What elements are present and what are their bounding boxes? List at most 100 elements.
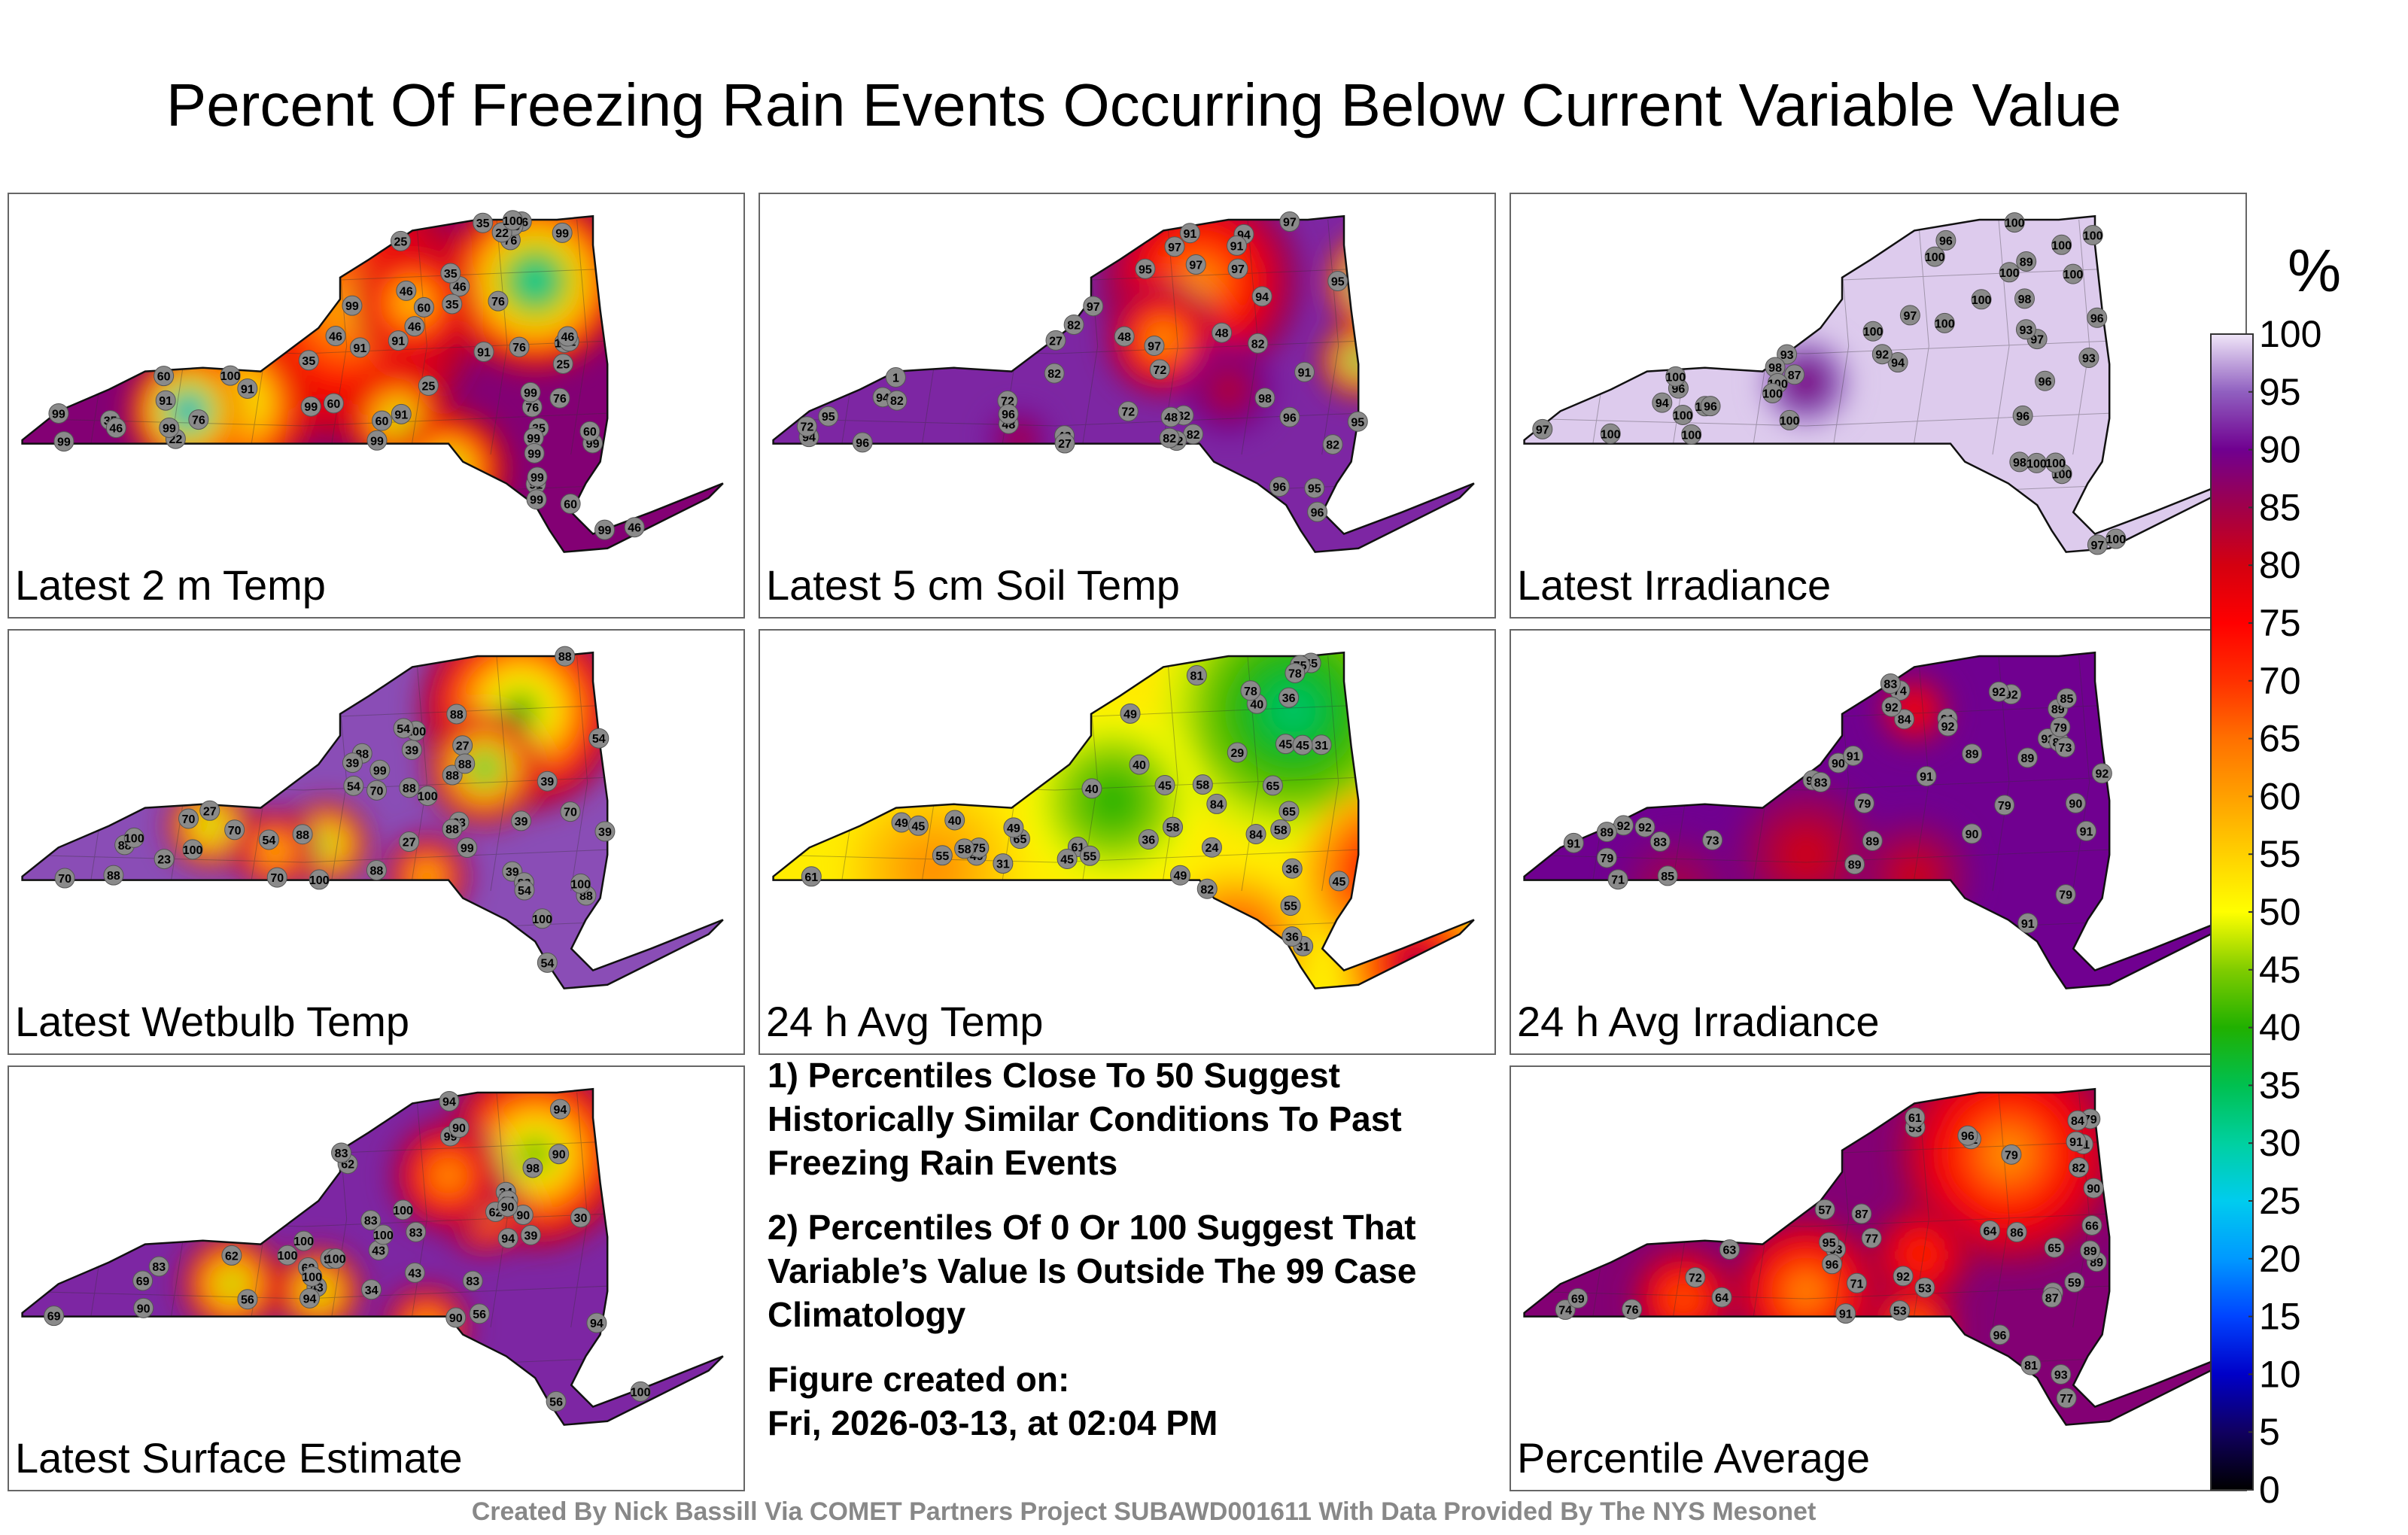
station-marker — [393, 718, 414, 739]
station-value: 58 — [1196, 780, 1209, 792]
station-marker — [1596, 822, 1617, 843]
station-marker — [1971, 289, 1992, 310]
station-value: 100 — [302, 1271, 322, 1284]
station-marker — [2067, 1110, 2088, 1131]
county-line — [773, 412, 1381, 427]
station-value: 46 — [400, 285, 413, 298]
station-marker — [369, 759, 391, 780]
panel-percentile-average: 8177798172535984766453647283918779926674… — [1510, 1065, 2247, 1491]
station-value: 61 — [804, 871, 818, 884]
station-marker — [455, 753, 476, 774]
map-contour-blob — [1206, 916, 1265, 974]
station-value: 100 — [1972, 294, 1992, 307]
station-marker — [1206, 793, 1227, 814]
panel-label: 24 h Avg Irradiance — [1517, 998, 1880, 1045]
station-value: 92 — [1617, 820, 1631, 833]
station-value: 96 — [1002, 409, 1015, 421]
station-value: 46 — [408, 321, 421, 334]
station-marker — [818, 406, 839, 427]
station-value: 96 — [1283, 412, 1297, 424]
station-value: 60 — [564, 499, 577, 512]
station-marker — [552, 222, 573, 243]
station-marker — [2051, 234, 2072, 255]
station-marker — [1862, 831, 1883, 852]
station-value: 54 — [518, 885, 531, 898]
map-contour-blob — [1401, 948, 1431, 978]
station-marker — [1811, 772, 1832, 792]
ny-map-surface-estimate: 8390908334395634996983909068834369629462… — [21, 1087, 724, 1426]
station-marker — [399, 831, 420, 853]
station-value: 54 — [262, 834, 275, 847]
station-marker — [188, 409, 209, 430]
station-marker — [1054, 433, 1075, 454]
station-value: 79 — [1600, 853, 1613, 865]
county-line — [2072, 219, 2090, 455]
station-value: 96 — [1939, 235, 1953, 248]
station-value: 54 — [540, 957, 554, 970]
map-contour-blob — [1373, 919, 1460, 989]
station-value: 46 — [109, 423, 123, 436]
station-marker — [1649, 831, 1671, 852]
map-contour-blob — [518, 263, 553, 299]
station-marker — [2020, 1354, 2042, 1375]
station-marker — [1120, 703, 1141, 724]
station-value: 81 — [1190, 670, 1204, 683]
station-marker — [1777, 344, 1798, 365]
station-marker — [1988, 681, 2009, 702]
station-value: 93 — [2020, 324, 2033, 337]
station-marker — [932, 845, 953, 866]
station-value: 1 — [892, 372, 899, 385]
county-line — [1401, 219, 1419, 455]
station-value: 87 — [2045, 1292, 2059, 1305]
station-marker — [1083, 296, 1104, 317]
station-marker — [349, 337, 370, 358]
station-marker — [220, 365, 241, 386]
station-value: 35 — [444, 268, 458, 281]
station-value: 63 — [1723, 1245, 1737, 1257]
station-value: 92 — [1896, 1271, 1910, 1284]
station-value: 43 — [372, 1245, 385, 1257]
station-value: 76 — [525, 402, 539, 415]
station-marker — [1045, 330, 1066, 351]
station-value: 40 — [1250, 698, 1263, 711]
ny-map-2m-temp: 76 60 76 60 25 22 35 35 25 91 99 99 60 76 46 60 91 99 99 99… — [21, 210, 724, 553]
station-value: 90 — [516, 1210, 530, 1223]
station-value: 48 — [1215, 327, 1229, 340]
station-marker — [1248, 333, 1269, 354]
station-marker — [2078, 347, 2099, 368]
station-value: 93 — [2054, 1369, 2068, 1382]
station-marker — [1914, 1277, 1935, 1298]
station-value: 69 — [136, 1275, 150, 1288]
station-value: 78 — [1288, 667, 1302, 680]
county-line — [650, 1092, 668, 1328]
station-marker — [1282, 858, 1303, 879]
station-marker — [1227, 235, 1248, 256]
station-value: 100 — [418, 791, 438, 804]
station-value: 91 — [477, 347, 491, 360]
station-value: 76 — [491, 296, 505, 309]
station-marker — [396, 280, 417, 301]
station-value: 58 — [1166, 822, 1180, 834]
station-marker — [2056, 688, 2077, 709]
station-value: 89 — [2020, 256, 2033, 269]
station-marker — [502, 210, 523, 231]
station-marker — [2006, 1222, 2027, 1243]
county-line — [490, 219, 508, 455]
station-value: 60 — [327, 398, 341, 411]
station-marker — [1307, 501, 1328, 522]
station-value: 91 — [1183, 228, 1196, 241]
station-marker — [546, 1391, 567, 1412]
station-value: 76 — [192, 415, 205, 427]
colorbar-tick-label: 85 — [2259, 486, 2301, 528]
station-value: 70 — [270, 872, 284, 885]
station-value: 100 — [220, 370, 241, 383]
station-marker — [2087, 307, 2108, 328]
station-marker — [998, 403, 1019, 424]
map-contour-blob — [1370, 271, 1391, 292]
station-marker — [1702, 829, 1723, 850]
station-marker — [2083, 1178, 2104, 1199]
station-marker — [1279, 211, 1300, 233]
station-value: 45 — [1333, 876, 1346, 889]
station-marker — [342, 752, 363, 774]
map-contour-blob — [1095, 783, 1130, 819]
